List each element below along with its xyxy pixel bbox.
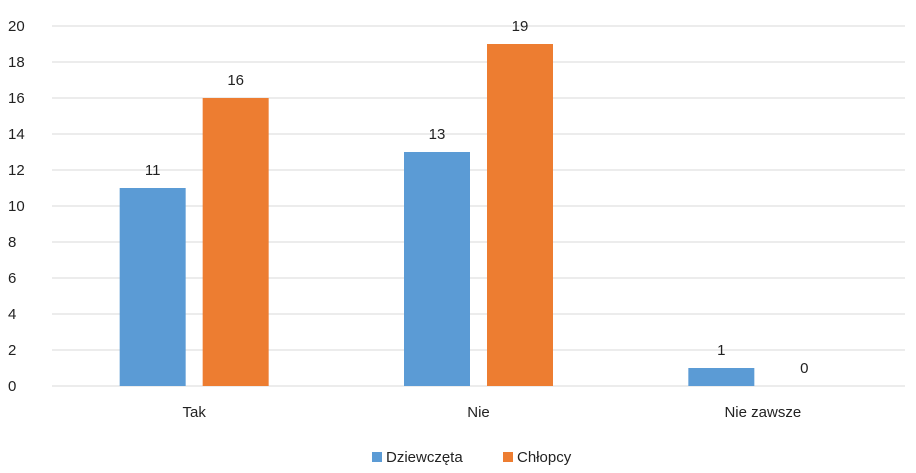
legend-label: Dziewczęta bbox=[386, 449, 463, 466]
y-tick-label: 14 bbox=[8, 126, 25, 143]
x-category-label: Nie bbox=[467, 404, 490, 421]
y-axis-tick-labels: 0 2 4 6 8 10 12 14 16 18 20 bbox=[8, 18, 25, 395]
x-category-label: Tak bbox=[182, 404, 206, 421]
x-category-label: Nie zawsze bbox=[724, 404, 801, 421]
y-tick-label: 16 bbox=[8, 90, 25, 107]
data-label: 0 bbox=[800, 360, 808, 377]
data-label: 16 bbox=[227, 72, 244, 89]
y-tick-label: 10 bbox=[8, 198, 25, 215]
data-label: 19 bbox=[512, 18, 529, 35]
y-tick-label: 18 bbox=[8, 54, 25, 71]
bar-dziewczęta-nie bbox=[404, 152, 470, 386]
y-tick-label: 4 bbox=[8, 306, 16, 323]
bars bbox=[119, 44, 755, 386]
y-tick-label: 12 bbox=[8, 162, 25, 179]
legend-swatch bbox=[503, 452, 513, 462]
gridlines bbox=[52, 25, 905, 387]
y-tick-label: 20 bbox=[8, 18, 25, 35]
data-label: 1 bbox=[717, 342, 725, 359]
data-label: 13 bbox=[429, 126, 446, 143]
bar-chłopcy-nie bbox=[487, 44, 553, 386]
bar-chłopcy-tak bbox=[202, 98, 269, 386]
data-labels: 11 16 13 19 1 0 bbox=[145, 18, 809, 377]
y-tick-label: 8 bbox=[8, 234, 16, 251]
bar-dziewczęta-tak bbox=[119, 188, 186, 386]
legend-swatch bbox=[372, 452, 382, 462]
data-label: 11 bbox=[145, 162, 161, 179]
y-tick-label: 6 bbox=[8, 270, 16, 287]
legend: Dziewczęta Chłopcy bbox=[372, 449, 572, 466]
y-tick-label: 2 bbox=[8, 342, 16, 359]
bar-dziewczęta-nie-zawsze bbox=[688, 368, 755, 386]
legend-label: Chłopcy bbox=[517, 449, 572, 466]
x-axis-category-labels: Tak Nie Nie zawsze bbox=[182, 404, 801, 421]
y-tick-label: 0 bbox=[8, 378, 16, 395]
